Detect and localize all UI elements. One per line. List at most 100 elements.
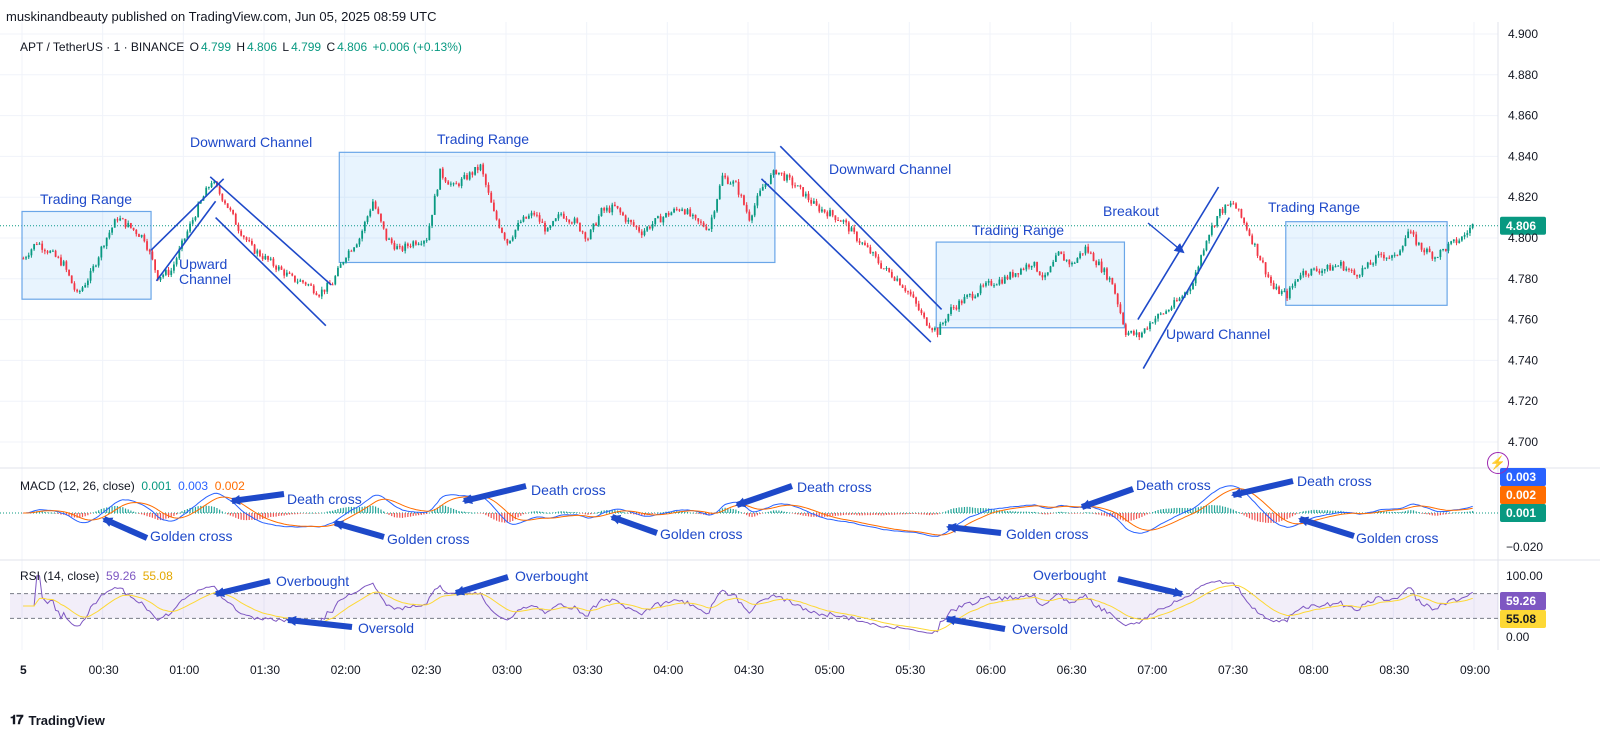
macd-hist-bar [1127, 513, 1130, 522]
rsi-ma-line [23, 584, 1473, 632]
candle-body [1240, 209, 1243, 218]
macd-hist-bar [993, 509, 995, 513]
candle-body [1401, 246, 1404, 251]
macd-hist-bar [1256, 513, 1259, 522]
rsi-tick-label: 0.00 [1506, 630, 1530, 644]
candle-body [812, 201, 815, 204]
rsi-tag [1500, 592, 1546, 610]
candle-body [861, 242, 864, 244]
macd-hist-bar [692, 512, 694, 514]
macd-hist-bar [651, 513, 654, 514]
candle-body [501, 227, 503, 233]
annotation-boxes [21, 151, 1448, 329]
candle-body [885, 267, 888, 269]
symbol-label[interactable]: APT / TetherUS · 1 · BINANCE [20, 40, 185, 54]
macd-hist-bar [837, 513, 839, 516]
macd-hist-bar [1014, 511, 1017, 513]
candle-body [1323, 269, 1326, 271]
candle-body [1431, 252, 1434, 259]
candle-body [1071, 262, 1073, 265]
macd-hist-bar [867, 513, 869, 516]
candle-body [130, 223, 132, 228]
macd-hist-bar [1017, 511, 1019, 513]
candle-body [1340, 261, 1342, 266]
candle-body [401, 246, 404, 251]
time-tick-label: 08:00 [1299, 663, 1329, 677]
macd-hist-bar [1076, 513, 1078, 514]
macd-hist-bar [288, 513, 291, 515]
candle-body [1095, 261, 1098, 266]
macd-hist-bar [1308, 510, 1310, 513]
macd-hist-bar [286, 513, 288, 516]
macd-hist-bar [842, 513, 845, 516]
macd-hist-bar [1106, 513, 1108, 517]
candle-body [380, 213, 382, 222]
candle-body [1286, 290, 1289, 299]
macd-annotation-arrow [333, 520, 385, 540]
macd-hist-bar [571, 512, 573, 513]
candle-body [245, 237, 248, 241]
candle-body [716, 199, 718, 212]
macd-hist-bar [966, 506, 968, 513]
macd-hist-bar [100, 508, 102, 513]
candle-body [27, 255, 30, 258]
candle-body [361, 230, 364, 239]
macd-tag-label: 0.002 [1506, 488, 1536, 502]
macd-hist-bar [337, 508, 339, 513]
candle-body [307, 284, 310, 286]
candle-body [565, 218, 568, 220]
candle-body [1452, 239, 1455, 242]
candle-body [708, 229, 710, 231]
macd-hist-bar [165, 513, 167, 519]
macd-hist-bar [1450, 513, 1452, 514]
macd-hist-bar [778, 510, 780, 513]
tradingview-logo[interactable]: 𝟏𝟕 TradingView [10, 712, 105, 728]
candle-body [522, 216, 525, 222]
open-value: 4.799 [200, 40, 231, 54]
candle-body [724, 175, 727, 178]
candle-body [576, 218, 579, 223]
macd-hist-bar [98, 510, 100, 513]
candle-body [46, 251, 49, 253]
macd-hist-bar [791, 513, 793, 514]
macd-hist-bar [880, 513, 882, 516]
macd-hist-bar [439, 505, 441, 513]
candle-body [1135, 332, 1138, 335]
candle-body [191, 220, 194, 224]
annotation-text: Trading Range [972, 222, 1064, 238]
macd-hist-bar [79, 513, 81, 518]
rsi-legend[interactable]: RSI (14, close) 59.26 55.08 [20, 569, 173, 583]
candle-body [818, 205, 821, 212]
macd-hist-bar [1388, 511, 1390, 513]
macd-hist-bar [533, 511, 535, 513]
macd-hist-bar [1071, 513, 1073, 514]
candle-body [503, 232, 506, 240]
macd-hist-bar [1321, 510, 1323, 513]
macd-hist-bar [748, 513, 750, 517]
macd-hist-bar [528, 512, 530, 513]
macd-hist-bar [388, 513, 390, 515]
macd-hist-bar [1103, 513, 1105, 516]
candle-body [552, 221, 554, 226]
candle-body [460, 178, 463, 186]
macd-hist-bar [1213, 505, 1216, 513]
candle-body [845, 220, 848, 223]
candle-body [1001, 279, 1003, 284]
macd-annotation-text: Golden cross [660, 526, 742, 542]
macd-legend[interactable]: MACD (12, 26, close) 0.001 0.003 0.002 [20, 479, 245, 493]
candle-body [1167, 310, 1170, 312]
candle-body [1065, 259, 1068, 261]
macd-hist-bar [1009, 510, 1011, 513]
macd-hist-bar [1195, 507, 1197, 513]
macd-hist-bar [1410, 510, 1412, 513]
macd-hist-bar [1383, 511, 1385, 513]
lightning-icon[interactable]: ⚡ [1487, 452, 1509, 474]
candle-body [111, 227, 113, 233]
candle-body [84, 285, 87, 288]
macd-hist-bar [1227, 507, 1229, 513]
macd-hist-bar [305, 513, 307, 514]
candle-body [1374, 255, 1377, 264]
macd-hist-bar [1238, 512, 1240, 513]
macd-hist-bar [380, 509, 382, 513]
macd-hist-bar [727, 508, 729, 513]
